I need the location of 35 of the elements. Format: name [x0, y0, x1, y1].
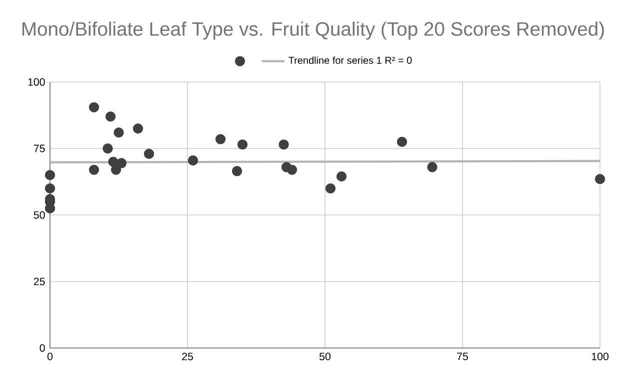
point	[188, 155, 198, 166]
point	[116, 158, 127, 168]
x-tick-label: 0	[47, 352, 53, 360]
point	[105, 112, 116, 122]
point	[110, 164, 122, 175]
legend-label: Trendline for series 1 R² = 0	[288, 56, 412, 64]
point	[44, 183, 56, 194]
point	[278, 139, 289, 150]
y-tick-label: 25	[34, 278, 45, 286]
x-tick-label: 50	[319, 352, 331, 360]
point	[215, 134, 226, 144]
point	[88, 102, 100, 112]
point	[325, 183, 336, 194]
point	[594, 174, 606, 184]
x-tick-label: 75	[457, 352, 468, 360]
point	[114, 127, 124, 138]
point	[232, 166, 242, 176]
point	[396, 136, 408, 147]
point	[44, 203, 56, 214]
y-tick-label: 100	[28, 78, 45, 86]
point	[132, 123, 144, 134]
point	[44, 170, 56, 180]
chart-title: Mono/Bifoliate Leaf Type vs. Fruit Quality (Top 20 Scores Removed)	[22, 22, 604, 40]
y-tick-label: 75	[34, 144, 45, 152]
point	[144, 148, 154, 159]
point	[286, 164, 298, 175]
x-tick-label: 100	[592, 352, 608, 360]
x-tick-label: 25	[182, 352, 193, 360]
point	[88, 164, 100, 175]
point	[237, 139, 248, 150]
point	[336, 171, 347, 182]
point	[427, 162, 438, 172]
y-tick-label: 50	[34, 211, 45, 219]
y-tick-label: 0	[40, 344, 45, 352]
point	[102, 143, 113, 154]
